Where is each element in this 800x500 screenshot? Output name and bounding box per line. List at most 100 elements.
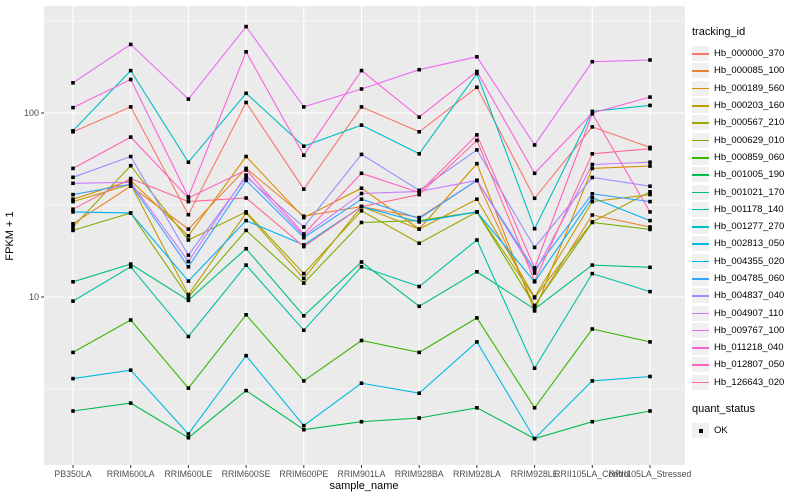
series-color-swatch (692, 115, 709, 131)
quant-legend-item: OK (692, 422, 798, 439)
data-point (244, 353, 248, 358)
data-point (128, 154, 133, 159)
data-point (648, 103, 652, 108)
data-point (417, 350, 421, 355)
series-label: Hb_001021_170 (714, 186, 785, 198)
series-color-swatch (692, 149, 709, 165)
data-point (302, 215, 306, 220)
data-point (648, 409, 652, 413)
legend-item: Hb_000567_210 (692, 114, 798, 131)
data-point (648, 265, 652, 270)
data-point (128, 182, 133, 186)
series-line-icon (692, 243, 709, 245)
data-point (128, 176, 133, 181)
data-point (475, 316, 479, 320)
data-point (417, 220, 421, 224)
data-point (244, 210, 248, 214)
data-point (648, 192, 652, 197)
data-point (71, 350, 75, 355)
legend-item: Hb_011218_040 (692, 339, 798, 356)
x-tick-label: PB350LA (54, 469, 91, 479)
data-point (590, 271, 595, 276)
legend-item: Hb_001178_140 (692, 201, 798, 218)
data-point (532, 245, 537, 250)
data-point (417, 192, 421, 197)
series-color-swatch (692, 184, 709, 200)
series-color-swatch (692, 357, 709, 373)
data-point (128, 211, 133, 215)
legend-item: Hb_012807_050 (692, 356, 798, 373)
legend-item: Hb_000203_160 (692, 97, 798, 114)
x-tick-label: RRIM928BA (395, 469, 444, 479)
data-point (186, 253, 191, 257)
series-label: Hb_000203_160 (714, 100, 785, 112)
series-label: Hb_000859_060 (714, 151, 785, 163)
series-line-icon (692, 347, 709, 349)
data-point (244, 388, 248, 393)
data-point (244, 91, 248, 96)
data-point (128, 184, 133, 188)
series-color-swatch (692, 340, 709, 356)
data-point (590, 162, 595, 167)
series-line-icon (692, 87, 709, 90)
data-point (128, 401, 133, 405)
series-label: Hb_001005_190 (714, 169, 785, 181)
data-point (590, 59, 595, 64)
data-point (186, 295, 191, 299)
data-point (417, 190, 421, 195)
data-point (417, 130, 421, 134)
data-point (302, 225, 306, 229)
data-point (475, 210, 479, 214)
axes: 100 10 PB350LA RRIM600LA RRIM600LE RRIM600SE R… (24, 108, 691, 479)
data-point (186, 212, 191, 217)
series-color-swatch (692, 98, 709, 114)
legend-item: Hb_000000_370 (692, 45, 798, 62)
square-marker-icon (698, 428, 703, 433)
data-point (128, 135, 133, 139)
data-point (648, 58, 652, 62)
quant-marker-swatch (692, 423, 709, 439)
x-tick-label: RRIM600SE (222, 469, 271, 479)
series-line-icon (692, 295, 709, 297)
data-point (359, 220, 364, 225)
data-point (648, 210, 652, 214)
data-point (244, 218, 248, 223)
data-point (590, 379, 595, 383)
data-point (71, 166, 75, 171)
quant-legend-item-list: OK (692, 422, 798, 439)
data-point (302, 423, 306, 428)
data-point (417, 284, 421, 289)
data-point (359, 191, 364, 196)
data-point (244, 173, 248, 177)
series-color-swatch (692, 201, 709, 217)
data-point (128, 368, 133, 372)
data-point (186, 234, 191, 238)
series-line-icon (692, 191, 709, 194)
data-point (475, 69, 479, 74)
data-point (359, 197, 364, 201)
y-tick-label: 100 (24, 108, 39, 118)
data-point (590, 192, 595, 196)
legend-item: Hb_009767_100 (692, 322, 798, 339)
quant-legend-title: quant_status (692, 402, 755, 415)
data-point (244, 50, 248, 54)
data-point (302, 379, 306, 383)
data-point (359, 338, 364, 343)
data-point (186, 238, 191, 242)
data-point (128, 262, 133, 266)
data-point (244, 178, 248, 183)
data-point (128, 68, 133, 73)
series-line-icon (692, 329, 709, 332)
series-color-swatch (692, 63, 709, 79)
data-point (590, 327, 595, 331)
legend-item: Hb_126643_020 (692, 374, 798, 391)
series-color-swatch (692, 46, 709, 62)
data-point (532, 279, 537, 283)
data-point (186, 298, 191, 303)
x-axis-title: sample_name (329, 480, 398, 492)
data-point (128, 105, 133, 109)
legend-item: Hb_004785_060 (692, 270, 798, 287)
series-label: Hb_001178_140 (714, 203, 784, 215)
data-point (648, 227, 652, 232)
data-point (186, 435, 191, 440)
